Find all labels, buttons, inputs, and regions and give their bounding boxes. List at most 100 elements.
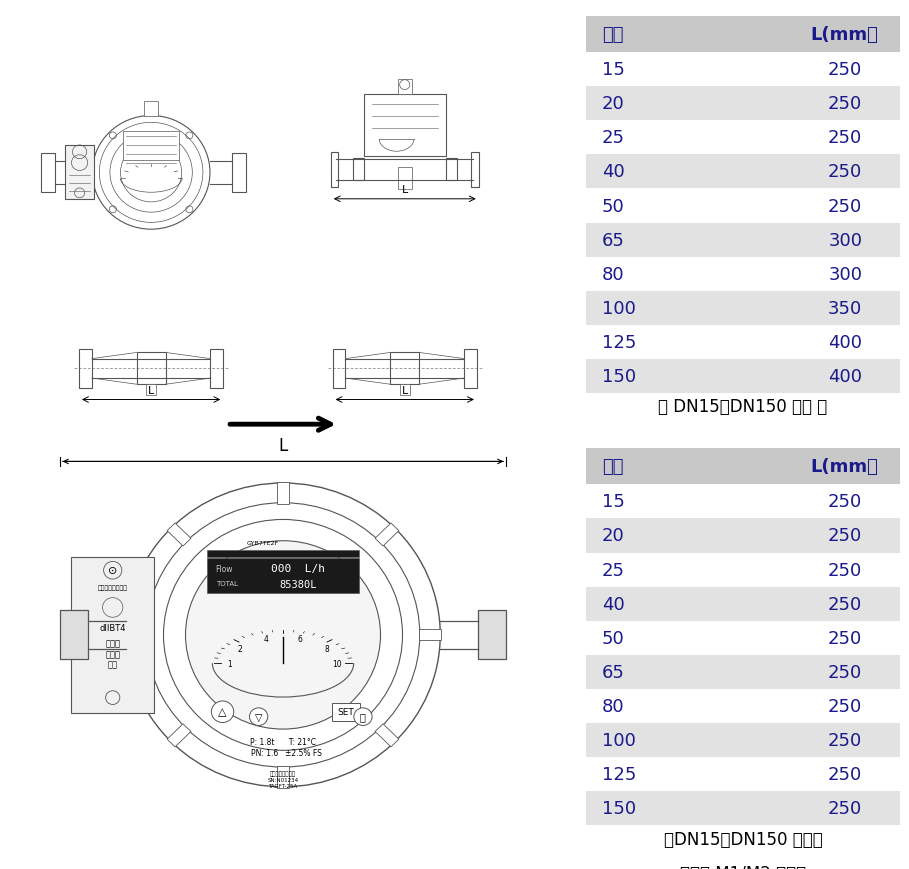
Bar bbox=[586, 587, 900, 621]
Bar bbox=[332, 703, 360, 720]
Text: L: L bbox=[402, 385, 408, 395]
Text: 1: 1 bbox=[227, 659, 232, 668]
Text: 80: 80 bbox=[602, 265, 624, 283]
Text: TOTAL: TOTAL bbox=[215, 580, 237, 587]
Text: 250: 250 bbox=[828, 595, 863, 613]
Bar bbox=[144, 102, 158, 117]
Bar bbox=[233, 154, 246, 193]
Bar bbox=[464, 349, 477, 388]
Bar bbox=[211, 349, 224, 388]
Text: L(mm）: L(mm） bbox=[810, 458, 878, 476]
Bar bbox=[586, 689, 900, 723]
Bar bbox=[400, 385, 410, 395]
Circle shape bbox=[249, 708, 268, 726]
Bar bbox=[353, 159, 364, 182]
Text: 2: 2 bbox=[237, 644, 242, 653]
Bar bbox=[472, 153, 479, 188]
Bar bbox=[586, 621, 900, 655]
Text: L(mm）: L(mm） bbox=[810, 26, 878, 44]
Text: 水质管转子流量计
SN:N01234
TAGFT-25A: 水质管转子流量计 SN:N01234 TAGFT-25A bbox=[267, 771, 298, 788]
Text: 250: 250 bbox=[828, 163, 863, 182]
Bar bbox=[207, 558, 358, 594]
Bar bbox=[586, 87, 900, 121]
Bar bbox=[586, 519, 900, 553]
Text: 250: 250 bbox=[828, 731, 863, 749]
Text: 口径: 口径 bbox=[602, 26, 624, 44]
Text: （ DN15～DN150 气体 ）: （ DN15～DN150 气体 ） bbox=[658, 398, 828, 416]
Text: 4: 4 bbox=[264, 634, 269, 643]
Bar bbox=[586, 17, 900, 53]
Text: GYB7TE2F: GYB7TE2F bbox=[246, 541, 279, 546]
Text: PN: 1.6: PN: 1.6 bbox=[251, 748, 278, 758]
Text: 000  L/h: 000 L/h bbox=[271, 563, 325, 573]
Bar bbox=[586, 53, 900, 87]
Text: 125: 125 bbox=[602, 766, 636, 783]
Text: L: L bbox=[278, 436, 287, 454]
Text: 25: 25 bbox=[602, 561, 625, 579]
Bar bbox=[586, 449, 900, 485]
Text: 100: 100 bbox=[602, 300, 636, 317]
Text: 80: 80 bbox=[602, 697, 624, 715]
Text: 150: 150 bbox=[602, 799, 636, 818]
Bar bbox=[478, 611, 506, 660]
Text: 85380L: 85380L bbox=[279, 580, 317, 589]
Bar bbox=[65, 146, 95, 200]
Polygon shape bbox=[277, 482, 289, 504]
Bar bbox=[586, 291, 900, 326]
Bar bbox=[586, 189, 900, 223]
Text: 250: 250 bbox=[828, 129, 863, 147]
Polygon shape bbox=[167, 724, 191, 747]
Text: 8: 8 bbox=[325, 644, 329, 653]
Bar bbox=[586, 757, 900, 792]
Text: L: L bbox=[148, 385, 155, 395]
Text: 50: 50 bbox=[602, 629, 624, 647]
Text: SET: SET bbox=[337, 707, 355, 716]
Circle shape bbox=[185, 541, 381, 729]
Bar bbox=[445, 159, 457, 182]
Bar bbox=[124, 132, 179, 161]
Text: 250: 250 bbox=[828, 561, 863, 579]
Bar bbox=[586, 553, 900, 587]
Bar bbox=[41, 154, 55, 193]
Text: 65: 65 bbox=[602, 663, 624, 681]
Bar bbox=[586, 792, 900, 826]
Bar bbox=[136, 353, 165, 385]
Text: 15: 15 bbox=[602, 61, 624, 79]
Bar bbox=[586, 723, 900, 757]
Polygon shape bbox=[419, 630, 441, 640]
Text: 250: 250 bbox=[828, 766, 863, 783]
Text: 250: 250 bbox=[828, 527, 863, 545]
Text: Flow: Flow bbox=[215, 565, 233, 574]
Text: 口径: 口径 bbox=[602, 458, 624, 476]
Text: 250: 250 bbox=[828, 95, 863, 113]
Text: 10: 10 bbox=[332, 659, 342, 668]
Text: （可选 M1/M2 表头）: （可选 M1/M2 表头） bbox=[680, 864, 806, 869]
Text: 50: 50 bbox=[602, 197, 624, 216]
Text: P: 1.8t      T: 21°C: P: 1.8t T: 21°C bbox=[250, 737, 316, 746]
Text: dIIBT4: dIIBT4 bbox=[99, 623, 126, 633]
Bar bbox=[71, 557, 155, 713]
Text: △: △ bbox=[218, 707, 227, 717]
Text: L: L bbox=[402, 185, 408, 195]
Bar bbox=[146, 385, 156, 395]
Text: （DN15～DN150 液体）: （DN15～DN150 液体） bbox=[664, 830, 823, 847]
Text: 250: 250 bbox=[828, 197, 863, 216]
Bar bbox=[397, 79, 412, 96]
Text: 15: 15 bbox=[602, 493, 624, 511]
Bar bbox=[586, 121, 900, 156]
Text: 40: 40 bbox=[602, 163, 624, 182]
Text: 65: 65 bbox=[602, 231, 624, 249]
Bar bbox=[586, 223, 900, 257]
Polygon shape bbox=[125, 630, 147, 640]
Bar bbox=[333, 349, 345, 388]
Bar bbox=[586, 485, 900, 519]
Circle shape bbox=[354, 708, 372, 726]
Text: 125: 125 bbox=[602, 334, 636, 352]
Bar bbox=[586, 360, 900, 394]
Text: 250: 250 bbox=[828, 61, 863, 79]
Text: 100: 100 bbox=[602, 731, 636, 749]
Text: 250: 250 bbox=[828, 629, 863, 647]
Text: 400: 400 bbox=[828, 368, 863, 386]
Text: ▽: ▽ bbox=[255, 712, 263, 722]
Polygon shape bbox=[375, 523, 399, 547]
